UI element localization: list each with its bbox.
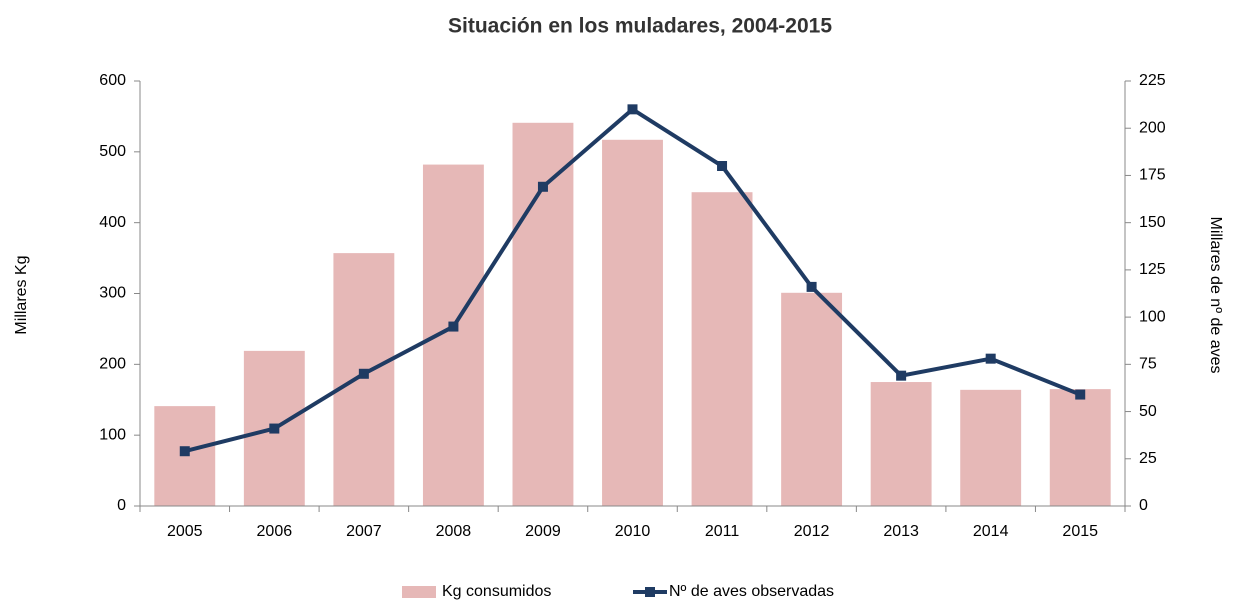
y2-tick-label: 150: [1139, 214, 1166, 231]
bar: [691, 192, 753, 507]
y-tick-label: 500: [99, 143, 126, 160]
line-marker: [1075, 389, 1086, 400]
line-marker: [896, 370, 907, 381]
bar: [1049, 389, 1111, 506]
x-tick-label: 2013: [883, 523, 919, 540]
x-tick-label: 2006: [257, 523, 293, 540]
bar: [512, 122, 574, 507]
legend-label: Nº de aves observadas: [669, 583, 834, 600]
x-tick-label: 2005: [167, 523, 203, 540]
y2-tick-label: 100: [1139, 308, 1166, 325]
x-tick-label: 2012: [794, 523, 830, 540]
y-tick-label: 300: [99, 285, 126, 302]
line-marker: [717, 161, 728, 171]
x-tick-label: 2015: [1062, 523, 1098, 540]
line-marker: [537, 181, 548, 192]
y2-tick-label: 175: [1139, 167, 1166, 184]
y-tick-label: 100: [99, 426, 126, 443]
y2-tick-label: 50: [1139, 403, 1157, 420]
x-tick-label: 2009: [525, 523, 561, 540]
y2-tick-label: 200: [1139, 119, 1166, 136]
y-tick-label: 600: [99, 72, 126, 89]
line-marker: [806, 281, 817, 292]
bar: [781, 292, 843, 506]
legend-label: Kg consumidos: [442, 583, 551, 600]
y-tick-label: 400: [99, 214, 126, 231]
line-marker: [627, 104, 638, 115]
line-marker: [985, 353, 996, 364]
y2-tick-label: 225: [1139, 72, 1166, 89]
x-tick-label: 2008: [436, 523, 472, 540]
bar: [422, 164, 484, 507]
bar: [333, 253, 395, 506]
y2-tick-label: 0: [1139, 497, 1148, 514]
bar: [960, 389, 1022, 506]
x-tick-label: 2010: [615, 523, 651, 540]
y-tick-label: 0: [117, 497, 126, 514]
x-tick-label: 2007: [346, 523, 382, 540]
y2-tick-label: 75: [1139, 356, 1157, 373]
y-tick-label: 200: [99, 356, 126, 373]
bar: [602, 139, 663, 506]
y2-tick-label: 25: [1139, 450, 1157, 467]
chart-title: Situación en los muladares, 2004-2015: [448, 15, 832, 38]
y2-axis-label: Millares de nº de aves: [1207, 216, 1224, 373]
legend-swatch: [402, 586, 436, 598]
line-marker: [269, 423, 280, 434]
y2-tick-label: 125: [1139, 261, 1166, 278]
x-tick-label: 2011: [705, 523, 740, 540]
line-marker: [179, 446, 190, 457]
line-marker: [448, 321, 459, 332]
y-axis-label: Millares Kg: [13, 255, 30, 334]
x-tick-label: 2014: [973, 523, 1009, 540]
bar: [870, 382, 932, 506]
legend-swatch: [645, 587, 655, 597]
line-marker: [358, 368, 369, 379]
